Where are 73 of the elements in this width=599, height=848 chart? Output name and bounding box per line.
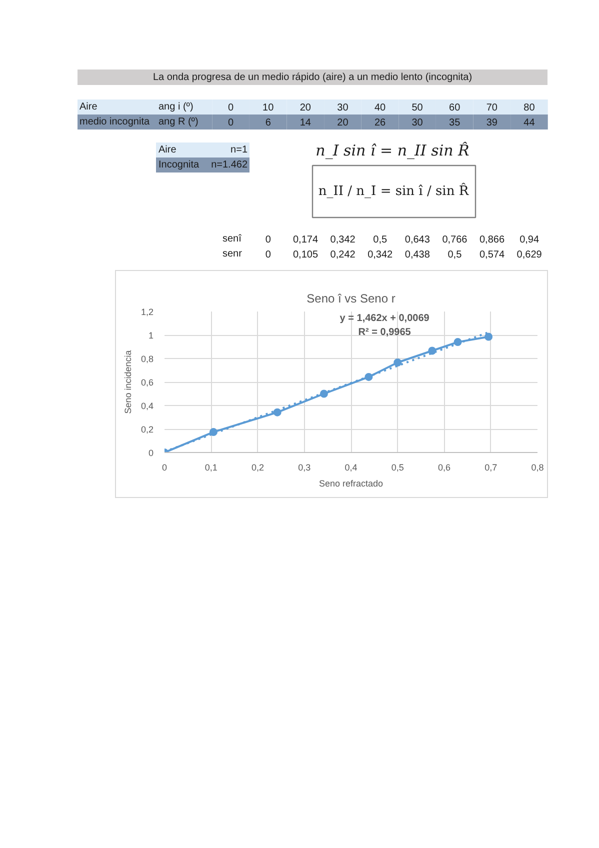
data-label: 60 (449, 102, 461, 114)
x-tick-label: 0,4 (344, 462, 358, 472)
x-tick-label: 0,1 (204, 462, 218, 472)
annotation: y = 1,462x + 0,0069 (340, 312, 430, 324)
data-label: 35 (449, 118, 461, 128)
y-tick-label: 0,8 (140, 354, 154, 364)
text: 0,643 (404, 234, 430, 246)
text: 0,174 (292, 234, 318, 246)
data-label: 26 (374, 118, 386, 128)
data-label: 6 (265, 118, 272, 128)
data-label: 70 (486, 102, 498, 114)
text: 0,866 (479, 234, 505, 246)
point (320, 390, 328, 398)
point (273, 408, 282, 416)
data-label: 10 (262, 102, 274, 114)
category-label: senî (222, 234, 242, 244)
data-label: 44 (524, 118, 536, 128)
x-tick-label: 0,8 (531, 462, 544, 472)
x-tick-label: 0,2 (251, 462, 264, 472)
text: n_I sin î = n_II sin R̂ (316, 140, 470, 160)
y-tick-label: 1 (148, 330, 154, 340)
x-tick-label: 0,7 (484, 462, 498, 472)
category-label: Aire (158, 144, 176, 156)
y-axis-title: Seno incidencia (122, 350, 133, 414)
y-tick-label: 0,2 (140, 424, 154, 434)
data-label: 39 (486, 118, 498, 128)
x-axis-title: Seno refractado (318, 478, 384, 488)
data-label: 20 (300, 102, 312, 114)
data-label: 30 (412, 118, 424, 128)
text: 0,242 (330, 250, 356, 260)
data-label: 0 (228, 118, 234, 128)
chart-title: La onda progresa de un medio rápido (aire) a un medio lento (incognita) (152, 72, 472, 83)
text: 0,574 (479, 250, 505, 260)
y-tick-label: 0,4 (140, 401, 154, 411)
point (394, 358, 402, 366)
x-tick-label: 0,6 (438, 462, 451, 472)
text: 0,5 (373, 234, 388, 246)
data-label: 30 (337, 102, 349, 114)
text: 0,342 (330, 234, 356, 246)
y2-tick-label: ang i (º) (158, 102, 194, 112)
point (364, 372, 373, 381)
x-tick-label: 0,3 (298, 462, 311, 472)
y-tick-label: 1,2 (140, 307, 154, 317)
text: 0,438 (404, 250, 430, 260)
data-label: 20 (337, 118, 349, 128)
annotation: R² = 0,9965 (358, 326, 412, 338)
text: 0,766 (442, 234, 468, 246)
data-label: 80 (524, 102, 536, 114)
y2-tick-label: ang R (º) (158, 116, 198, 128)
text: 0 (265, 234, 271, 246)
category-label: senr (222, 248, 242, 260)
point (454, 338, 462, 346)
category-label: n=1.462 (211, 160, 248, 170)
y-tick-label: medio incognita (80, 116, 150, 128)
y-tick-label: 0 (148, 448, 154, 458)
text: n_II / n_I = sin î / sin R̂ (318, 182, 470, 199)
text: 0,5 (448, 250, 462, 260)
text: 0,94 (520, 234, 540, 246)
category-label: n=1 (230, 144, 248, 156)
x-tick-label: 0 (162, 462, 168, 472)
x-tick-label: 0,5 (391, 462, 404, 472)
text: 0,105 (292, 250, 318, 260)
data-label: 50 (412, 102, 424, 114)
category-label: Incognita (158, 160, 200, 170)
chart-title: Seno î vs Seno r (306, 292, 396, 306)
data-label: 0 (228, 102, 234, 114)
data-label: 40 (374, 102, 386, 114)
y-tick-label: 0,6 (140, 378, 154, 388)
point (484, 332, 493, 341)
text: 0,629 (516, 250, 542, 260)
text: 0 (265, 250, 271, 260)
text: 0,342 (368, 250, 393, 260)
data-label: 14 (300, 118, 312, 128)
